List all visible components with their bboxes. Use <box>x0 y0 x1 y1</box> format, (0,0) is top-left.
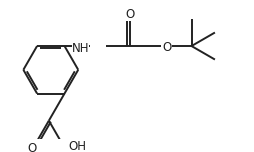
Text: O: O <box>125 8 134 21</box>
Text: O: O <box>27 142 37 152</box>
Text: OH: OH <box>69 140 87 152</box>
Text: O: O <box>162 41 172 54</box>
Text: NH: NH <box>72 41 89 55</box>
